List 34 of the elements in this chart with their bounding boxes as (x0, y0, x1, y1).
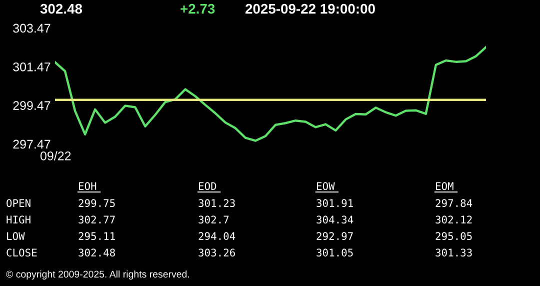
text: 302.48 (78, 248, 115, 257)
text: 302.12 (436, 216, 472, 224)
text: 09/22 (40, 151, 71, 160)
y-tick-label: 301.47 (13, 62, 50, 72)
text: 303.26 (198, 248, 235, 257)
text: HIGH (6, 216, 30, 224)
text: 301.23 (198, 199, 235, 208)
line-series (55, 46, 486, 142)
text: EOW (317, 182, 335, 190)
text: EOD (199, 182, 216, 190)
text: 2025-09-22 19:00:00 (245, 4, 375, 14)
text: 302.7 (198, 216, 229, 224)
text: OPEN (6, 199, 30, 208)
text: 304.34 (316, 216, 354, 224)
text: 295.05 (436, 232, 472, 240)
text: © copyright 2009-2025. All rights reserved. (6, 270, 189, 280)
y-tick-label: 297.47 (13, 140, 50, 149)
text: EOM (436, 182, 454, 190)
text: CLOSE (6, 248, 37, 257)
text: 297.84 (436, 199, 472, 208)
text: EOH (79, 182, 96, 190)
text: LOW (7, 232, 25, 240)
text: 301.33 (436, 248, 472, 257)
text: 292.97 (316, 232, 353, 240)
y-tick-label: 299.47 (13, 101, 50, 110)
text: 301.05 (316, 248, 353, 257)
chart-subtitle: +2.73 (180, 4, 215, 14)
text: 302.77 (78, 216, 115, 224)
chart-title: 302.48 (40, 4, 82, 14)
text: 301.91 (316, 199, 353, 208)
y-tick-label: 303.47 (13, 24, 50, 33)
text: 295.11 (78, 232, 115, 240)
text: 294.04 (198, 232, 236, 240)
text: 299.75 (78, 199, 115, 208)
